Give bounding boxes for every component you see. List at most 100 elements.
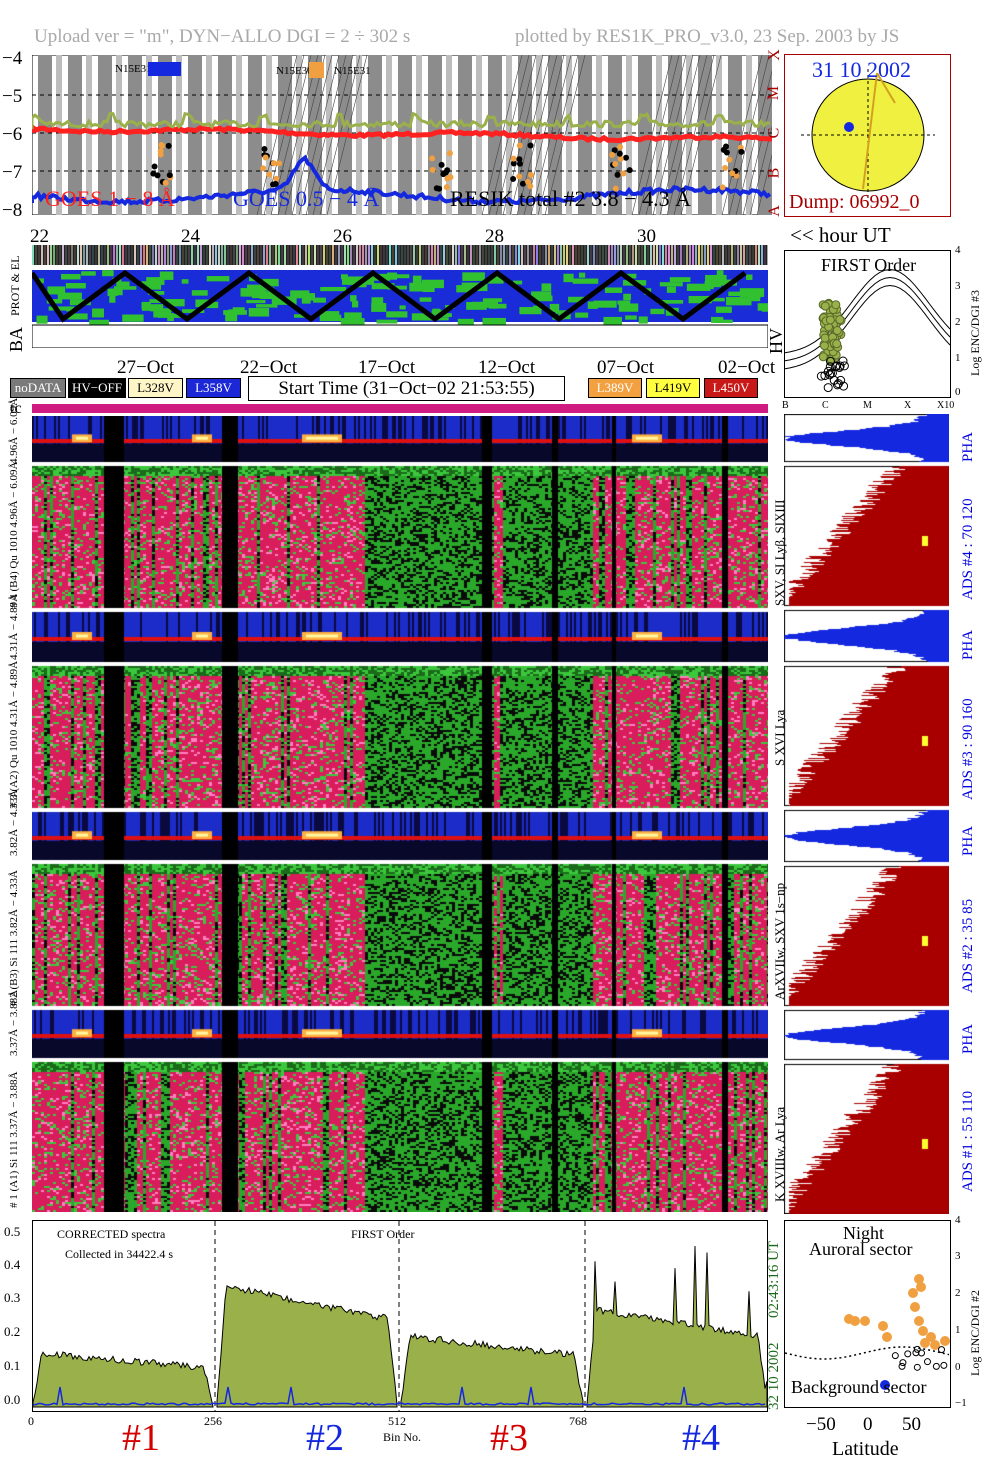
lat-ytick: −1 xyxy=(955,1397,967,1409)
region-label: N15E31 xyxy=(115,63,152,75)
status-l450v: L450V xyxy=(704,378,758,398)
date-label: 17−Oct xyxy=(358,357,416,378)
ads-label: ADS #2 : 35 85 xyxy=(960,898,976,993)
spec-ytick: 0.5 xyxy=(4,1224,21,1239)
date-label: 07−Oct xyxy=(597,357,655,378)
status-label: L419V xyxy=(654,380,692,395)
date-label: 02−Oct xyxy=(718,357,776,378)
goes-class: C xyxy=(765,127,783,139)
histogram-canvas xyxy=(784,414,949,1214)
spectrum-note: Collected in 34422.4 s xyxy=(65,1247,173,1261)
date-label: 22−Oct xyxy=(240,357,298,378)
spectrogram-area xyxy=(32,416,768,1212)
spec-ytick: 0.1 xyxy=(4,1358,21,1373)
fo-xtick: M xyxy=(863,400,872,411)
first-order-plot xyxy=(785,268,950,393)
spectrum-note: CORRECTED spectra xyxy=(57,1227,166,1241)
spec-ytick: 0.3 xyxy=(4,1290,21,1305)
status-l358v: L358V xyxy=(186,378,241,398)
night-label: Night xyxy=(843,1223,885,1243)
region-marker xyxy=(309,62,324,78)
region-marker xyxy=(148,62,181,76)
date-label: 27−Oct xyxy=(117,357,175,378)
spectrum-note: FIRST Order xyxy=(351,1227,415,1241)
date-label: 12−Oct xyxy=(478,357,536,378)
auroral-label: Auroral sector xyxy=(809,1239,913,1259)
line-label: SXV, SI Lyβ, SIXIII xyxy=(772,499,787,606)
goes-plot xyxy=(32,55,772,215)
lat-xtick: −50 xyxy=(806,1414,836,1435)
fo-ytick: 1 xyxy=(955,352,961,364)
status-label: noDATA xyxy=(14,380,62,395)
status-label: HV−OFF xyxy=(72,380,122,395)
orbit-label: PROT & EL xyxy=(8,255,22,316)
latitude-panel: Night Auroral sector Background sector xyxy=(784,1220,951,1408)
background-label: Background sector xyxy=(791,1377,927,1397)
ads-label: ADS #3 : 90 160 xyxy=(960,698,976,800)
goes-class: A xyxy=(765,205,783,217)
channel-pha-label: 3.37Å − 3.88Å xyxy=(8,989,20,1056)
status-hvoff: HV−OFF xyxy=(68,378,126,398)
channel-label: # 2 (B3) Si 111 3.82Å − 4.33Å xyxy=(8,870,20,1006)
pha-label: PHA xyxy=(960,825,976,856)
first-order-panel: FIRST Order xyxy=(784,250,951,398)
plotted-by: plotted by RES1K_PRO_v3.0, 23 Sep. 2003 … xyxy=(515,26,900,47)
status-l419v: L419V xyxy=(646,378,700,398)
status-label: L328V xyxy=(137,380,174,395)
sun-panel: 31 10 2002 Dump: 06992_0 xyxy=(784,54,951,217)
spectrum-panel: CORRECTED spectra Collected in 34422.4 s… xyxy=(32,1220,768,1412)
lat-ytick: 3 xyxy=(955,1250,961,1262)
section-label: #3 xyxy=(490,1417,528,1459)
goes-xtick: 22 xyxy=(30,226,49,247)
fo-ytick: 3 xyxy=(955,280,961,292)
fo-xtick: B xyxy=(782,400,789,411)
goes-ytick: −7 xyxy=(2,162,23,183)
lat-ytick: 1 xyxy=(955,1324,961,1336)
goes-ytick: −8 xyxy=(2,200,23,221)
goes-class: X xyxy=(765,49,783,61)
section-label: #1 xyxy=(122,1417,160,1459)
line-label: ArXVIIw, SXV 1s−np xyxy=(772,882,787,1000)
region-label: N15E31 xyxy=(334,65,371,77)
status-nodata: noDATA xyxy=(10,378,66,398)
goes-ytick: −4 xyxy=(2,48,23,69)
spec-xlabel: Bin No. xyxy=(383,1430,422,1444)
spectrogram-canvas xyxy=(32,416,768,1212)
start-time: Start Time (31−Oct−02 21:53:55) xyxy=(278,378,535,399)
lat-xtick: 0 xyxy=(863,1414,873,1435)
line-label: K XVIIIw, Ar Lya xyxy=(772,1106,787,1202)
goes-ytick: −5 xyxy=(2,86,23,107)
ads-label: ADS #4 : 70 120 xyxy=(960,498,976,600)
orbit-panel xyxy=(32,245,768,348)
spectrum-date: 32 10 2002 xyxy=(766,1342,782,1411)
spec-ytick: 0.2 xyxy=(4,1324,21,1339)
status-l389v: L389V xyxy=(588,378,642,398)
spectrum-plot xyxy=(33,1221,767,1411)
orbit-ba-label: BA xyxy=(6,326,26,352)
goes-xtick: 30 xyxy=(637,226,656,247)
fo-xtick: X10 xyxy=(937,400,955,411)
tc-bar xyxy=(32,404,768,413)
status-label: L450V xyxy=(712,380,750,395)
first-order-title: FIRST Order xyxy=(821,255,917,275)
lat-ytick: 0 xyxy=(955,1361,961,1373)
latitude-plot xyxy=(785,1274,950,1390)
region-label: N15E30 xyxy=(276,65,313,77)
histogram-area xyxy=(784,414,949,1214)
spec-xtick: 768 xyxy=(569,1414,587,1428)
goes-ytick: −6 xyxy=(2,124,23,145)
lat-ytick: 2 xyxy=(955,1287,961,1299)
pha-label: PHA xyxy=(960,1023,976,1054)
spec-ytick: 0.4 xyxy=(4,1257,21,1272)
status-label: L389V xyxy=(596,380,634,395)
sun-disc xyxy=(801,69,935,201)
section-label: #2 xyxy=(306,1417,344,1459)
goes-long-legend: GOES 1 − 8 Å xyxy=(45,186,175,211)
pha-label: PHA xyxy=(960,629,976,660)
channel-label: # 4 (B4) Qu 1010 4.96Å − 6.09Å xyxy=(8,461,20,608)
lat-xlabel: Latitude xyxy=(832,1438,899,1460)
fo-ylabel: Log ENC/DGI #3 xyxy=(968,290,982,376)
sun-dump: Dump: 06992_0 xyxy=(789,191,920,213)
channel-pha-label: 4.31Å − 4.89Å xyxy=(8,593,20,660)
channel-label: # 3 (A2) Qu 1010 4.31Å − 4.89Å xyxy=(8,660,20,808)
